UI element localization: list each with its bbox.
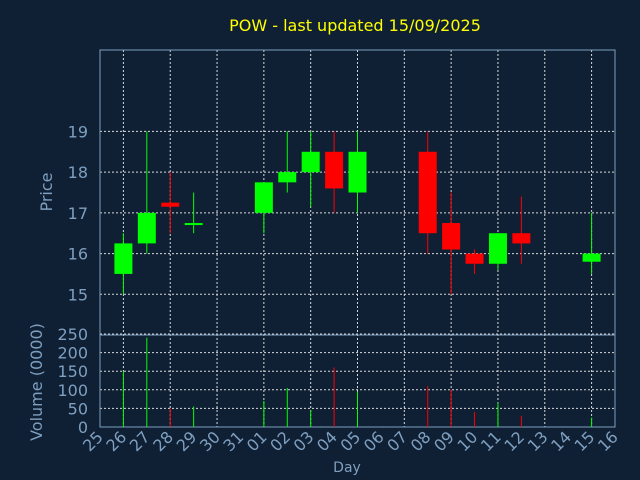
price-axis-label: Price bbox=[37, 172, 56, 211]
candle-body-04 bbox=[325, 151, 344, 189]
x-tick-label: 16 bbox=[594, 427, 622, 455]
candle-body-10 bbox=[465, 253, 484, 264]
candle-body-15 bbox=[582, 253, 601, 262]
volume-axis-label: Volume (0000) bbox=[27, 323, 46, 441]
candle-body-11 bbox=[488, 233, 507, 264]
candle-body-08 bbox=[418, 151, 437, 234]
volume-tick-label: 200 bbox=[57, 344, 88, 363]
volume-tick-label: 250 bbox=[57, 325, 88, 344]
volume-tick-label: 150 bbox=[57, 362, 88, 381]
candle-body-02 bbox=[278, 172, 297, 183]
price-tick-label: 15 bbox=[68, 285, 88, 304]
candle-body-29 bbox=[184, 223, 203, 226]
candle-body-05 bbox=[348, 151, 367, 193]
x-axis-label: Day bbox=[333, 460, 361, 476]
volume-tick-label: 100 bbox=[57, 381, 88, 400]
price-tick-label: 16 bbox=[68, 245, 88, 264]
candle-body-28 bbox=[161, 202, 180, 207]
candle-body-01 bbox=[254, 182, 273, 213]
volume-tick-label: 50 bbox=[68, 399, 88, 418]
price-tick-label: 17 bbox=[68, 204, 88, 223]
candle-body-03 bbox=[301, 151, 320, 173]
candle-body-26 bbox=[114, 243, 133, 274]
price-tick-label: 18 bbox=[68, 163, 88, 182]
candle-body-27 bbox=[137, 212, 156, 244]
candle-body-09 bbox=[442, 223, 461, 250]
chart-title: POW - last updated 15/09/2025 bbox=[229, 16, 481, 35]
price-tick-label: 19 bbox=[68, 122, 88, 141]
volume-tick-label: 0 bbox=[78, 418, 88, 437]
candle-body-12 bbox=[512, 233, 531, 244]
